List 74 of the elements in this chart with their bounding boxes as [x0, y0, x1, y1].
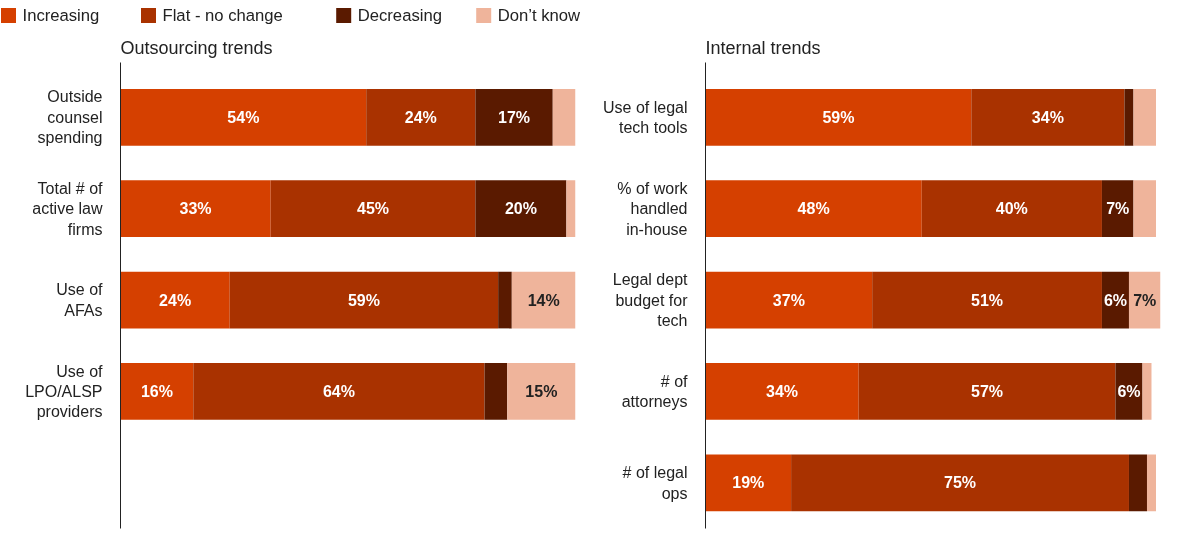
bar [120, 180, 271, 238]
data-label: 6% [1117, 382, 1141, 400]
data-label: 59% [347, 291, 380, 309]
bar [475, 89, 553, 146]
y-tick-label: # of attorneys [621, 372, 689, 411]
data-label: 24% [159, 291, 192, 309]
bar [705, 454, 792, 512]
y-tick-label: # of legal ops [622, 464, 688, 502]
legend-label: Don’t know [497, 6, 582, 25]
bar [1142, 363, 1152, 420]
data-label: 14% [527, 291, 560, 309]
data-label: 37% [772, 291, 805, 309]
bar [498, 271, 512, 329]
chart-title: Outsourcing trends [120, 37, 273, 58]
bar [566, 180, 576, 238]
bar [1128, 454, 1147, 512]
y-tick-label: Total # of active law firms [32, 179, 104, 238]
bar [921, 180, 1102, 238]
data-label: 54% [227, 108, 260, 126]
data-label: 51% [971, 291, 1004, 309]
y-tick-label: Use of legal tech tools [603, 98, 688, 137]
bar [1146, 454, 1156, 512]
legend-label: Decreasing [357, 6, 442, 25]
chart-title: Internal trends [705, 37, 821, 58]
legend-label: Flat - no change [162, 6, 283, 25]
y-tick-label: Legal dept budget for tech [612, 271, 689, 329]
data-label: 57% [971, 382, 1004, 400]
bar [705, 363, 859, 420]
data-label: 19% [732, 474, 765, 492]
data-label: 34% [766, 382, 799, 400]
bar [705, 271, 873, 329]
data-label: 33% [179, 200, 212, 218]
legend-label: Increasing [22, 6, 100, 25]
data-label: 48% [797, 200, 830, 218]
y-tick-label: Outside counsel spending [37, 88, 103, 147]
bar [511, 271, 576, 329]
data-label: 24% [404, 108, 437, 126]
bar [120, 363, 194, 420]
bar [858, 363, 1116, 420]
data-label: 7% [1106, 200, 1130, 218]
bar [1101, 180, 1134, 238]
data-label: 75% [944, 474, 977, 492]
bar [270, 180, 476, 238]
data-label: 7% [1133, 291, 1157, 309]
bar [120, 89, 367, 146]
data-label: 20% [504, 200, 537, 218]
bar [791, 454, 1129, 512]
bar [484, 363, 508, 420]
bar [507, 363, 576, 420]
data-label: 16% [140, 382, 173, 400]
data-label: 64% [322, 382, 355, 400]
data-label: 45% [357, 200, 390, 218]
data-label: 40% [995, 200, 1028, 218]
bar [872, 271, 1102, 329]
data-label: 17% [498, 108, 531, 126]
bar [229, 271, 499, 329]
y-tick-label: Use of AFAs [56, 281, 104, 319]
y-tick-label: Use of LPO/ALSP providers [25, 362, 104, 421]
data-label: 15% [525, 382, 558, 400]
bar [1133, 180, 1156, 238]
y-tick-label: % of work handled in-house [617, 179, 689, 238]
bar [1124, 89, 1134, 146]
bar [366, 89, 476, 146]
data-label: 34% [1031, 108, 1064, 126]
bar [705, 180, 922, 238]
bar [120, 271, 230, 329]
data-label: 6% [1103, 291, 1128, 309]
data-label: 59% [822, 108, 855, 126]
bar [193, 363, 485, 420]
bar [705, 89, 972, 146]
bar [552, 89, 576, 146]
bar [971, 89, 1125, 146]
bar [1133, 89, 1156, 146]
bar [475, 180, 567, 238]
